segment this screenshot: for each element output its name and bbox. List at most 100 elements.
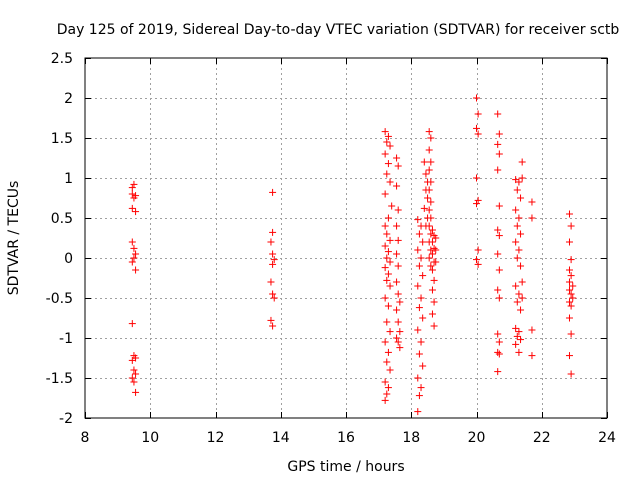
data-point — [518, 174, 526, 182]
data-point — [427, 230, 435, 238]
data-point — [130, 244, 138, 252]
data-point — [494, 250, 502, 258]
data-point — [495, 294, 503, 302]
data-point — [518, 294, 526, 302]
data-point — [430, 298, 438, 306]
data-point — [474, 196, 482, 204]
data-point — [417, 384, 425, 392]
data-point — [394, 318, 402, 326]
data-point — [128, 320, 136, 328]
data-point — [384, 302, 392, 310]
data-point — [383, 390, 391, 398]
data-point — [381, 396, 389, 404]
data-point — [512, 340, 520, 348]
data-point — [567, 222, 575, 230]
data-point — [512, 282, 520, 290]
data-point — [393, 306, 401, 314]
data-point — [427, 198, 435, 206]
y-tick-label: -0.5 — [46, 291, 73, 307]
data-point — [565, 298, 573, 306]
x-tick-label: 12 — [207, 430, 225, 446]
data-point — [425, 206, 433, 214]
data-point — [132, 250, 140, 258]
data-point — [494, 140, 502, 148]
data-point — [415, 304, 423, 312]
data-point — [428, 226, 436, 234]
data-point — [494, 348, 502, 356]
data-point — [528, 214, 536, 222]
data-point — [381, 190, 389, 198]
data-point — [513, 332, 521, 340]
data-point — [567, 370, 575, 378]
data-point — [474, 260, 482, 268]
data-point — [494, 110, 502, 118]
data-point — [269, 250, 277, 258]
data-point — [269, 228, 277, 236]
data-point — [419, 272, 427, 280]
data-point — [427, 214, 435, 222]
chart-title: Day 125 of 2019, Sidereal Day-to-day VTE… — [57, 22, 620, 38]
data-point — [427, 158, 435, 166]
data-point — [381, 338, 389, 346]
data-point — [394, 206, 402, 214]
data-point — [419, 362, 427, 370]
data-point — [270, 294, 278, 302]
data-point — [425, 146, 433, 154]
data-point — [430, 322, 438, 330]
x-axis-title: GPS time / hours — [287, 459, 404, 475]
data-point — [494, 286, 502, 294]
grid — [85, 58, 607, 418]
data-point — [132, 208, 140, 216]
data-point — [130, 378, 138, 386]
data-point — [386, 366, 394, 374]
data-point — [432, 246, 440, 254]
y-tick-label: 1 — [64, 171, 73, 187]
data-point — [569, 282, 577, 290]
data-point — [473, 256, 480, 264]
data-point — [381, 378, 389, 386]
data-point — [565, 266, 573, 274]
data-point — [424, 194, 432, 202]
data-point — [427, 262, 435, 270]
data-point — [513, 298, 521, 306]
axis-ticks — [85, 58, 608, 419]
data-point — [393, 154, 401, 162]
data-point — [473, 200, 480, 208]
data-point — [425, 186, 433, 194]
data-point — [396, 298, 404, 306]
data-point — [414, 216, 422, 224]
data-point — [393, 278, 401, 286]
data-point — [269, 290, 277, 298]
data-point — [517, 262, 525, 270]
data-point — [130, 194, 138, 202]
data-point — [569, 294, 577, 302]
y-tick-label: -1 — [59, 331, 73, 347]
y-tick-label: 2.5 — [51, 51, 73, 67]
data-point — [515, 348, 523, 356]
data-point — [428, 238, 436, 246]
data-point — [383, 230, 391, 238]
data-point — [128, 204, 136, 212]
data-point — [473, 94, 480, 102]
data-point — [518, 158, 526, 166]
data-point — [267, 316, 275, 324]
data-point — [386, 178, 394, 186]
data-point — [494, 226, 502, 234]
data-point — [419, 238, 427, 246]
data-point — [381, 150, 389, 158]
data-point — [417, 338, 425, 346]
data-point — [565, 210, 573, 218]
data-point — [130, 254, 138, 262]
data-point — [528, 198, 536, 206]
data-point — [515, 328, 523, 336]
data-point — [513, 222, 521, 230]
data-point — [128, 190, 136, 198]
data-point — [415, 262, 423, 270]
data-point — [565, 314, 573, 322]
data-point — [130, 366, 138, 374]
data-point — [495, 232, 503, 240]
data-point — [495, 150, 503, 158]
data-point — [495, 130, 503, 138]
data-point — [425, 166, 433, 174]
data-point — [422, 170, 430, 178]
